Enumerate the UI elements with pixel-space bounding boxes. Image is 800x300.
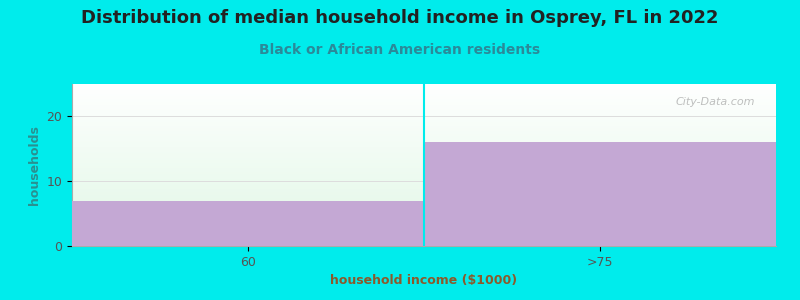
X-axis label: household income ($1000): household income ($1000) <box>330 274 518 287</box>
Text: Black or African American residents: Black or African American residents <box>259 44 541 58</box>
Text: City-Data.com: City-Data.com <box>675 97 755 107</box>
Bar <box>72 201 424 246</box>
Bar <box>424 142 776 246</box>
Y-axis label: households: households <box>28 125 41 205</box>
Text: Distribution of median household income in Osprey, FL in 2022: Distribution of median household income … <box>82 9 718 27</box>
